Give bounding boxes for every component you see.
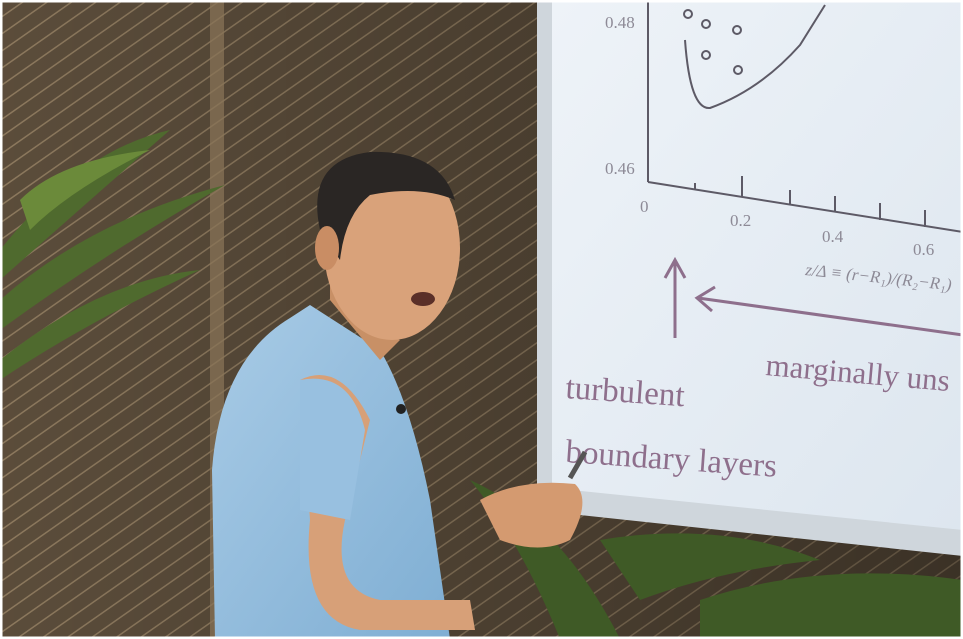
plot-point bbox=[683, 9, 693, 19]
plot-point bbox=[733, 65, 743, 75]
x-tick-label: 0.2 bbox=[730, 211, 751, 230]
microphone bbox=[396, 404, 406, 414]
plot-x-axis bbox=[647, 181, 963, 233]
hair bbox=[317, 151, 455, 260]
plant-left bbox=[0, 130, 225, 380]
x-tick-label: 0.6 bbox=[913, 240, 934, 259]
slide-text: turbulent bbox=[564, 370, 685, 414]
screen bbox=[552, 0, 963, 530]
x-tick-label: 0.4 bbox=[822, 227, 844, 246]
plot-point bbox=[732, 25, 742, 35]
hand bbox=[480, 482, 583, 548]
sleeve bbox=[300, 378, 365, 520]
plot-curve bbox=[684, 4, 826, 110]
presenter bbox=[212, 151, 588, 639]
slide-arrows bbox=[663, 256, 963, 338]
pointer bbox=[567, 450, 588, 480]
ear bbox=[315, 226, 339, 270]
y-tick-label: 0.48 bbox=[605, 13, 635, 32]
plot-point bbox=[701, 19, 711, 29]
y-tick-label: 0.46 bbox=[605, 159, 635, 178]
arrow-left-head bbox=[694, 285, 716, 313]
plot-point bbox=[701, 50, 711, 60]
arrow-up-head bbox=[663, 256, 687, 279]
x-tick-label: 0 bbox=[640, 197, 649, 216]
arrow-left bbox=[697, 296, 963, 337]
slide-plot bbox=[647, 0, 963, 233]
mouth bbox=[411, 292, 435, 306]
